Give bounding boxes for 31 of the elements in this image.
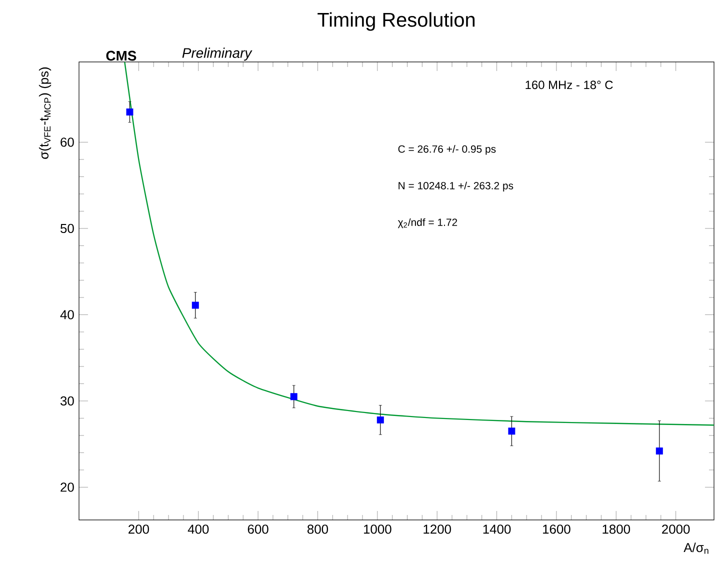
point [126,108,134,116]
annotation: 160 MHz - 18° C [526,80,613,90]
x-tick-label: 1200 [424,524,451,534]
x-tick-label: 400 [188,524,209,534]
line-series [124,61,715,426]
annotation: C = 26.76 +/- 0.95 ps [398,145,496,155]
y-tick-label: 30 [60,396,74,406]
x-tick-label: 1800 [602,524,630,534]
x-axis-title: A/σ$_{n}$ [684,542,708,554]
y-tick-label: 20 [60,482,74,492]
point [290,393,298,400]
x-tick-label: 800 [307,524,328,534]
x-tick-label: 1600 [543,524,570,534]
text: CMS [106,50,136,61]
point [192,302,199,309]
point [656,447,663,454]
x-tick-label: 200 [128,524,149,534]
y-tick-label: 60 [60,138,74,147]
x-tick-label: 1400 [483,524,511,534]
x-tick-label: 1000 [364,524,392,534]
point [508,428,516,435]
text: Preliminary [182,48,252,61]
annotation: N = 10248.1 +/- 263.2 ps [398,182,514,192]
annotation: χ$_{2}$/ndf = 1.72 [398,218,458,228]
point [376,416,384,424]
x-tick-label: 600 [248,524,268,534]
chart-title: Timing Resolution [318,12,475,31]
y-tick-label: 50 [60,224,74,234]
x-tick-label: 2000 [662,524,690,534]
y-axis-title: σ(t$_{VFE}$-t$_{MCP}$) (ps) [38,67,52,159]
y-tick-label: 40 [60,310,74,320]
